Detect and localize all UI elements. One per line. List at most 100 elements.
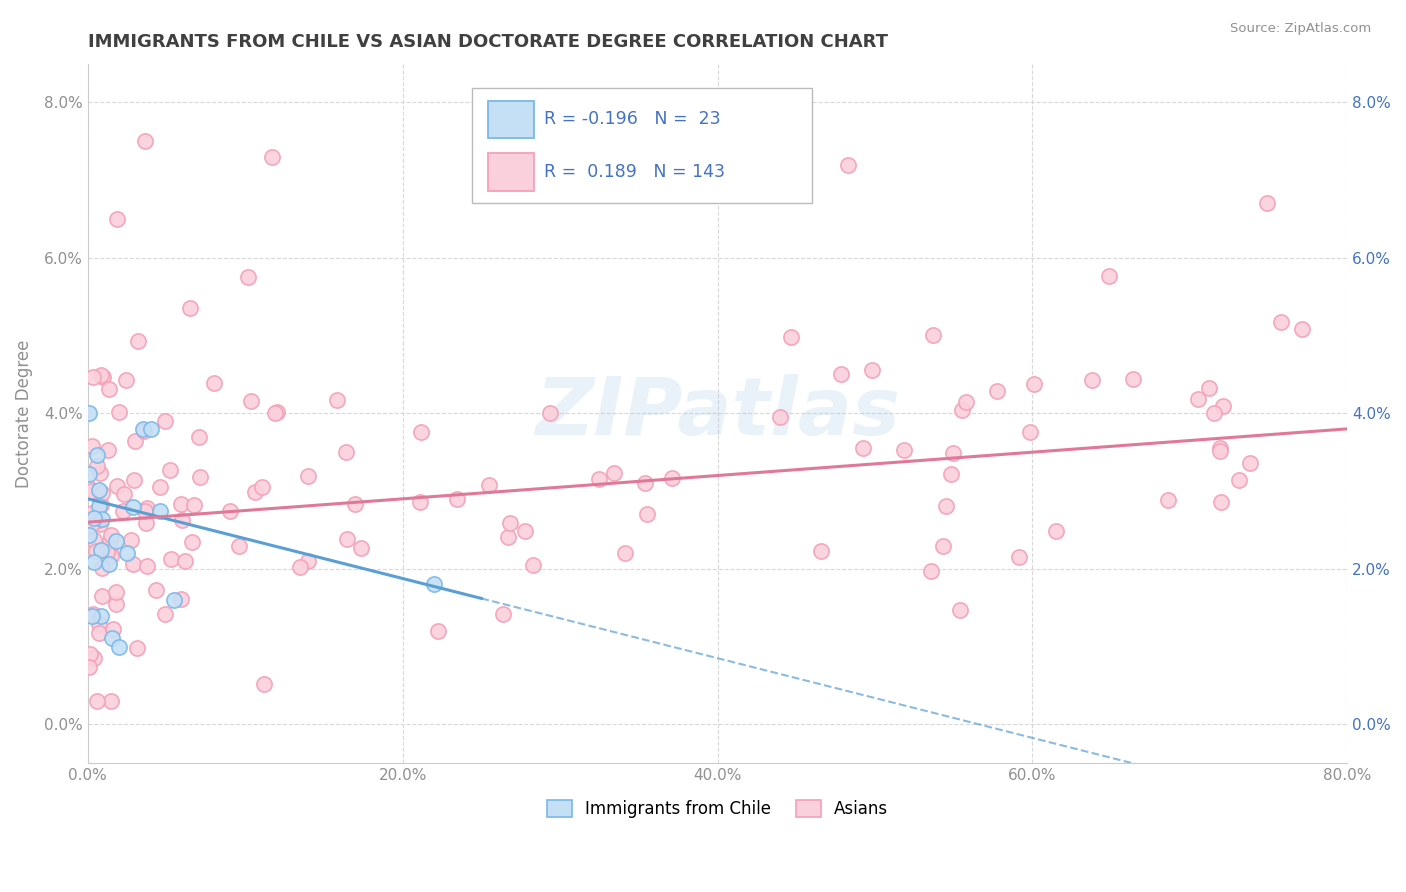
Point [80, 439, 103, 453]
Text: R = -0.196   N =  23: R = -0.196 N = 23 [544, 111, 720, 128]
Point [1008, 549, 1031, 564]
Point [82, 370, 104, 384]
Point [179, 301, 201, 315]
Point [101, 631, 124, 645]
Point [97, 382, 120, 396]
Point [522, 558, 544, 573]
Point [1227, 473, 1250, 487]
Point [350, 541, 373, 555]
Point [1187, 392, 1209, 406]
Point [266, 405, 288, 419]
Point [120, 533, 142, 547]
Point [122, 473, 145, 487]
Point [79, 481, 101, 495]
Point [89, 517, 111, 532]
Point [101, 622, 124, 636]
Point [127, 334, 149, 349]
Point [409, 425, 432, 439]
Point [149, 504, 172, 518]
Point [538, 406, 561, 420]
Point [1212, 399, 1234, 413]
Point [79, 467, 101, 482]
Point [83, 511, 105, 525]
Point [100, 549, 122, 564]
Point [922, 328, 945, 343]
Point [344, 498, 367, 512]
Point [173, 554, 195, 568]
Text: IMMIGRANTS FROM CHILE VS ASIAN DOCTORATE DEGREE CORRELATION CHART: IMMIGRANTS FROM CHILE VS ASIAN DOCTORATE… [87, 33, 887, 51]
Point [188, 430, 211, 444]
Point [426, 624, 449, 639]
Point [297, 553, 319, 567]
Point [159, 463, 181, 477]
Point [810, 543, 832, 558]
Point [112, 487, 135, 501]
Point [108, 405, 131, 419]
Point [636, 507, 658, 521]
Point [409, 495, 432, 509]
Legend: Immigrants from Chile, Asians: Immigrants from Chile, Asians [540, 793, 896, 825]
Point [139, 422, 162, 436]
Point [79, 647, 101, 661]
Point [145, 583, 167, 598]
Point [949, 602, 972, 616]
Point [89, 466, 111, 480]
Point [634, 475, 657, 490]
Point [153, 607, 176, 621]
Point [1157, 492, 1180, 507]
Point [1209, 444, 1232, 458]
Point [1045, 524, 1067, 539]
Point [613, 546, 636, 560]
Point [98, 533, 121, 548]
Point [122, 500, 145, 515]
Point [446, 492, 468, 507]
Point [86, 448, 108, 462]
Point [83, 651, 105, 665]
Point [1198, 381, 1220, 395]
Point [105, 211, 128, 226]
Point [245, 485, 267, 500]
Point [135, 516, 157, 530]
Point [134, 504, 156, 518]
Point [1270, 315, 1292, 329]
Point [204, 376, 226, 391]
Point [90, 498, 112, 512]
Point [79, 528, 101, 542]
Point [163, 593, 186, 607]
Point [122, 558, 145, 572]
Point [80, 518, 103, 533]
Point [515, 524, 537, 539]
Point [852, 442, 875, 456]
Point [423, 577, 446, 591]
Point [188, 470, 211, 484]
Point [1122, 372, 1144, 386]
Point [942, 446, 965, 460]
Point [228, 540, 250, 554]
Point [83, 555, 105, 569]
Point [132, 422, 155, 436]
Point [124, 434, 146, 448]
Point [87, 625, 110, 640]
Point [112, 503, 135, 517]
Point [104, 585, 127, 599]
Point [80, 484, 103, 499]
Point [297, 469, 319, 483]
Point [830, 367, 852, 381]
Point [127, 641, 149, 656]
Point [136, 500, 159, 515]
Point [1204, 406, 1226, 420]
Point [986, 384, 1008, 399]
Text: Source: ZipAtlas.com: Source: ZipAtlas.com [1230, 22, 1371, 36]
Point [939, 467, 962, 481]
Point [239, 393, 262, 408]
Point [1209, 441, 1232, 455]
Point [115, 374, 138, 388]
Point [183, 498, 205, 512]
Point [149, 480, 172, 494]
FancyBboxPatch shape [488, 101, 534, 138]
FancyBboxPatch shape [472, 88, 813, 203]
Point [170, 497, 193, 511]
Point [86, 459, 108, 474]
Point [97, 443, 120, 458]
Point [82, 609, 104, 624]
